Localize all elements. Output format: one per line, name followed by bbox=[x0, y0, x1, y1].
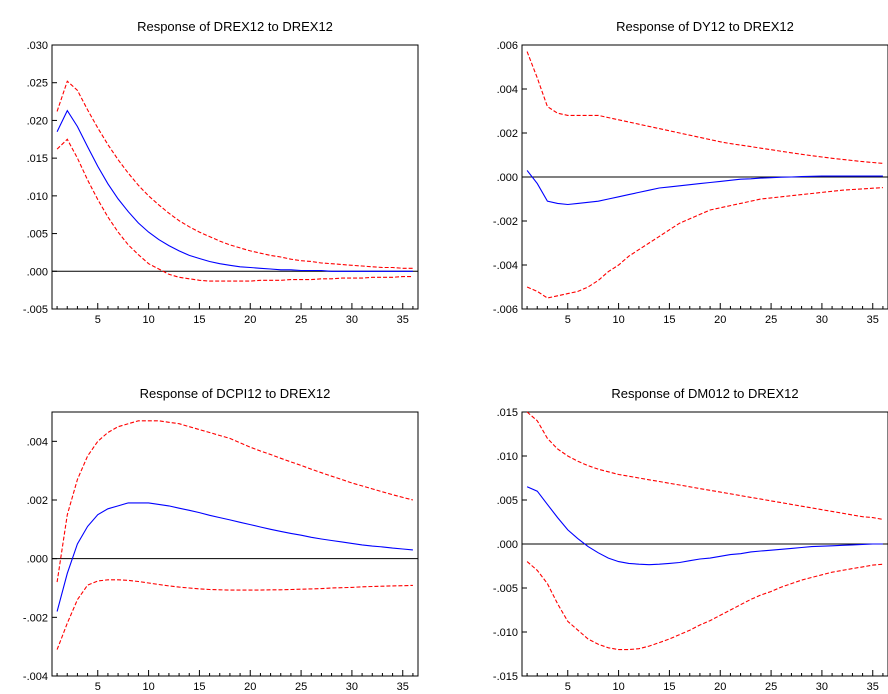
y-tick-label: .020 bbox=[27, 115, 48, 127]
y-tick-label: -.010 bbox=[493, 627, 518, 639]
y-tick-label: .005 bbox=[497, 495, 518, 507]
confidence-band-lower bbox=[526, 561, 883, 651]
x-tick-label: 25 bbox=[295, 681, 307, 693]
y-tick-label: -.015 bbox=[493, 671, 518, 683]
y-tick-label: .006 bbox=[497, 40, 518, 52]
confidence-band-upper bbox=[56, 420, 414, 583]
chart-title: Response of DREX12 to DREX12 bbox=[137, 19, 333, 34]
chart-title: Response of DY12 to DREX12 bbox=[616, 19, 794, 34]
x-tick-label: 30 bbox=[346, 681, 358, 693]
chart-title: Response of DM012 to DREX12 bbox=[611, 386, 798, 401]
y-tick-label: -.002 bbox=[23, 612, 48, 624]
chart-panel-3: Response of DCPI12 to DREX12 -.004 -.002 .0… bbox=[23, 386, 419, 693]
x-tick-label: 30 bbox=[816, 681, 828, 693]
y-tick-label: .004 bbox=[497, 84, 518, 96]
y-tick-label: .010 bbox=[27, 191, 48, 203]
y-tick-label: .002 bbox=[27, 495, 48, 507]
x-tick-label: 35 bbox=[397, 681, 409, 693]
confidence-band-upper bbox=[526, 51, 883, 164]
x-tick-label: 5 bbox=[95, 314, 101, 326]
chart-panel-4: Response of DM012 to DREX12 -.015 -.010 -.0… bbox=[493, 386, 888, 693]
response-line bbox=[526, 170, 883, 206]
x-tick-label: 5 bbox=[565, 681, 571, 693]
y-tick-label: -.004 bbox=[493, 260, 518, 272]
x-tick-label: 35 bbox=[867, 681, 879, 693]
y-tick-label: -.002 bbox=[493, 216, 518, 228]
y-tick-label: .030 bbox=[27, 40, 48, 52]
x-tick-label: 20 bbox=[714, 314, 726, 326]
x-tick-label: 25 bbox=[765, 681, 777, 693]
plot-frame bbox=[51, 44, 419, 310]
x-tick-label: 15 bbox=[663, 681, 675, 693]
y-tick-label: -.006 bbox=[493, 304, 518, 316]
y-tick-label: .002 bbox=[497, 128, 518, 140]
x-tick-label: 35 bbox=[397, 314, 409, 326]
y-tick-label: -.005 bbox=[493, 583, 518, 595]
x-tick-label: 25 bbox=[765, 314, 777, 326]
x-tick-label: 20 bbox=[714, 681, 726, 693]
y-tick-label: .000 bbox=[497, 539, 518, 551]
x-tick-label: 10 bbox=[612, 314, 624, 326]
y-tick-label: .004 bbox=[27, 436, 48, 448]
y-tick-label: -.004 bbox=[23, 671, 48, 683]
confidence-band-lower bbox=[526, 187, 883, 299]
confidence-band-upper bbox=[56, 80, 413, 269]
chart-panel-2: Response of DY12 to DREX12 -.006 -.004 -.00… bbox=[493, 19, 888, 326]
x-tick-label: 15 bbox=[663, 314, 675, 326]
y-tick-label: .005 bbox=[27, 229, 48, 241]
x-tick-label: 25 bbox=[295, 314, 307, 326]
x-tick-label: 15 bbox=[193, 681, 205, 693]
x-tick-label: 5 bbox=[95, 681, 101, 693]
y-tick-label: .010 bbox=[497, 451, 518, 463]
x-tick-label: 10 bbox=[612, 681, 624, 693]
plot-frame bbox=[51, 411, 419, 677]
chart-panel-1: Response of DREX12 to DREX12 -.005 .000 .00… bbox=[23, 19, 419, 326]
x-tick-label: 30 bbox=[346, 314, 358, 326]
x-tick-label: 20 bbox=[244, 681, 256, 693]
x-tick-label: 30 bbox=[816, 314, 828, 326]
x-tick-label: 35 bbox=[867, 314, 879, 326]
y-tick-label: .000 bbox=[27, 554, 48, 566]
response-line bbox=[56, 502, 413, 612]
confidence-band-lower bbox=[56, 579, 413, 650]
x-tick-label: 10 bbox=[142, 314, 154, 326]
x-tick-label: 5 bbox=[565, 314, 571, 326]
chart-title: Response of DCPI12 to DREX12 bbox=[140, 386, 331, 401]
y-tick-label: .025 bbox=[27, 78, 48, 90]
y-tick-label: .000 bbox=[497, 172, 518, 184]
y-tick-label: .015 bbox=[497, 407, 518, 419]
response-line bbox=[526, 486, 883, 566]
y-tick-label: .000 bbox=[27, 266, 48, 278]
x-tick-label: 20 bbox=[244, 314, 256, 326]
y-tick-label: .015 bbox=[27, 153, 48, 165]
y-tick-label: -.005 bbox=[23, 304, 48, 316]
response-line bbox=[56, 109, 413, 272]
x-tick-label: 15 bbox=[193, 314, 205, 326]
confidence-band-lower bbox=[56, 138, 413, 282]
x-tick-label: 10 bbox=[142, 681, 154, 693]
confidence-band-upper bbox=[526, 411, 883, 520]
